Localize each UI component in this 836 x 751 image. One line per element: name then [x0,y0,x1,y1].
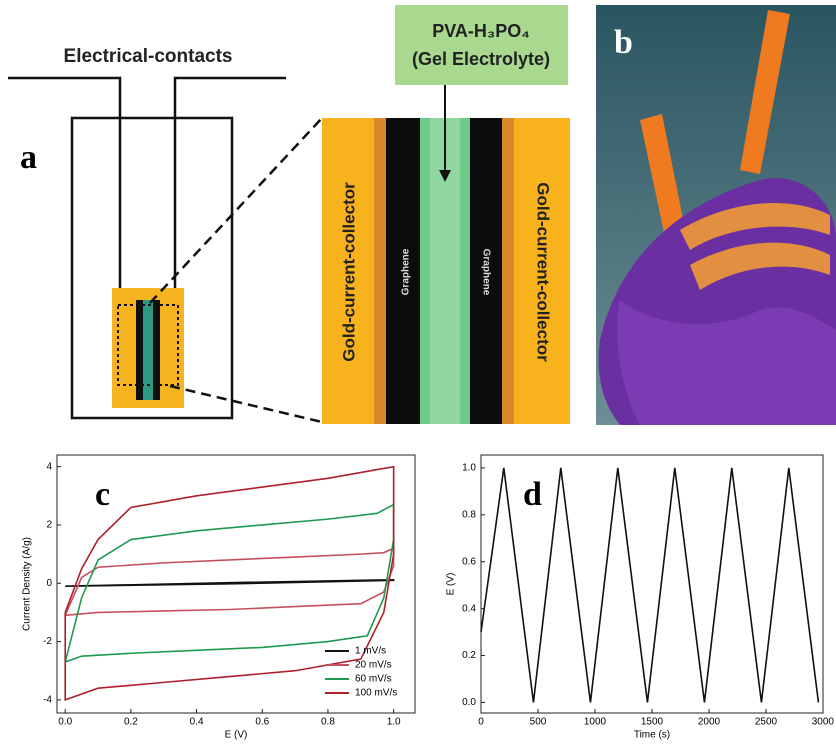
y-tick-label: 0.4 [462,603,476,614]
y-tick-label: -4 [43,695,52,706]
wire [8,78,120,292]
x-axis-label: E (V) [225,730,248,741]
x-tick-label: 1500 [641,717,664,728]
data-line [65,580,393,586]
x-tick-label: 0.0 [58,717,72,728]
x-tick-label: 0 [478,717,484,728]
x-tick-label: 0.8 [321,717,335,728]
contacts-label: Electrical-contacts [64,46,233,67]
x-tick-label: 0.4 [190,717,204,728]
interface [502,118,514,424]
schematic: Electrical-contacts a Gold-current-colle… [8,5,570,424]
y-tick-label: 0.2 [462,650,476,661]
panel-label: a [20,139,37,176]
panel-label: c [95,476,110,513]
graphene-label: Graphene [480,249,491,296]
panel-label: b [614,24,633,61]
y-tick-label: 0.0 [462,697,476,708]
y-tick-label: 1.0 [462,463,476,474]
figure: Electrical-contacts a Gold-current-colle… [0,0,836,751]
x-tick-label: 1.0 [387,717,401,728]
y-tick-label: 4 [46,461,52,472]
x-tick-label: 2500 [755,717,778,728]
legend-label: 20 mV/s [355,660,392,671]
y-tick-label: 0.8 [462,509,476,520]
x-tick-label: 500 [530,717,547,728]
y-tick-label: 2 [46,520,52,531]
electrolyte-label: PVA-H₃PO₄ [432,21,530,41]
collector-label: Gold-current-collector [339,182,358,362]
legend-label: 60 mV/s [355,674,392,685]
graphene-label: Graphene [401,248,412,295]
y-tick-label: -2 [43,636,52,647]
electrolyte-note: (Gel Electrolyte) [412,49,550,69]
legend-label: 100 mV/s [355,688,397,699]
y-axis-label: Current Density (A/g) [22,537,33,631]
photo: b [596,5,836,425]
y-tick-label: 0.6 [462,556,476,567]
interface [374,118,386,424]
x-axis-label: Time (s) [634,730,670,741]
panel-label: d [523,476,542,513]
x-tick-label: 3000 [812,717,835,728]
y-tick-label: 0 [46,578,52,589]
wire [175,78,286,292]
y-axis-label: E (V) [446,573,457,596]
electrolyte-box [395,5,568,85]
legend-label: 1 mV/s [355,646,386,657]
x-tick-label: 1000 [584,717,607,728]
collector-label: Gold-current-collector [534,182,553,362]
x-tick-label: 0.2 [124,717,138,728]
x-tick-label: 0.6 [255,717,269,728]
x-tick-label: 2000 [698,717,721,728]
zoom-line [170,386,322,422]
